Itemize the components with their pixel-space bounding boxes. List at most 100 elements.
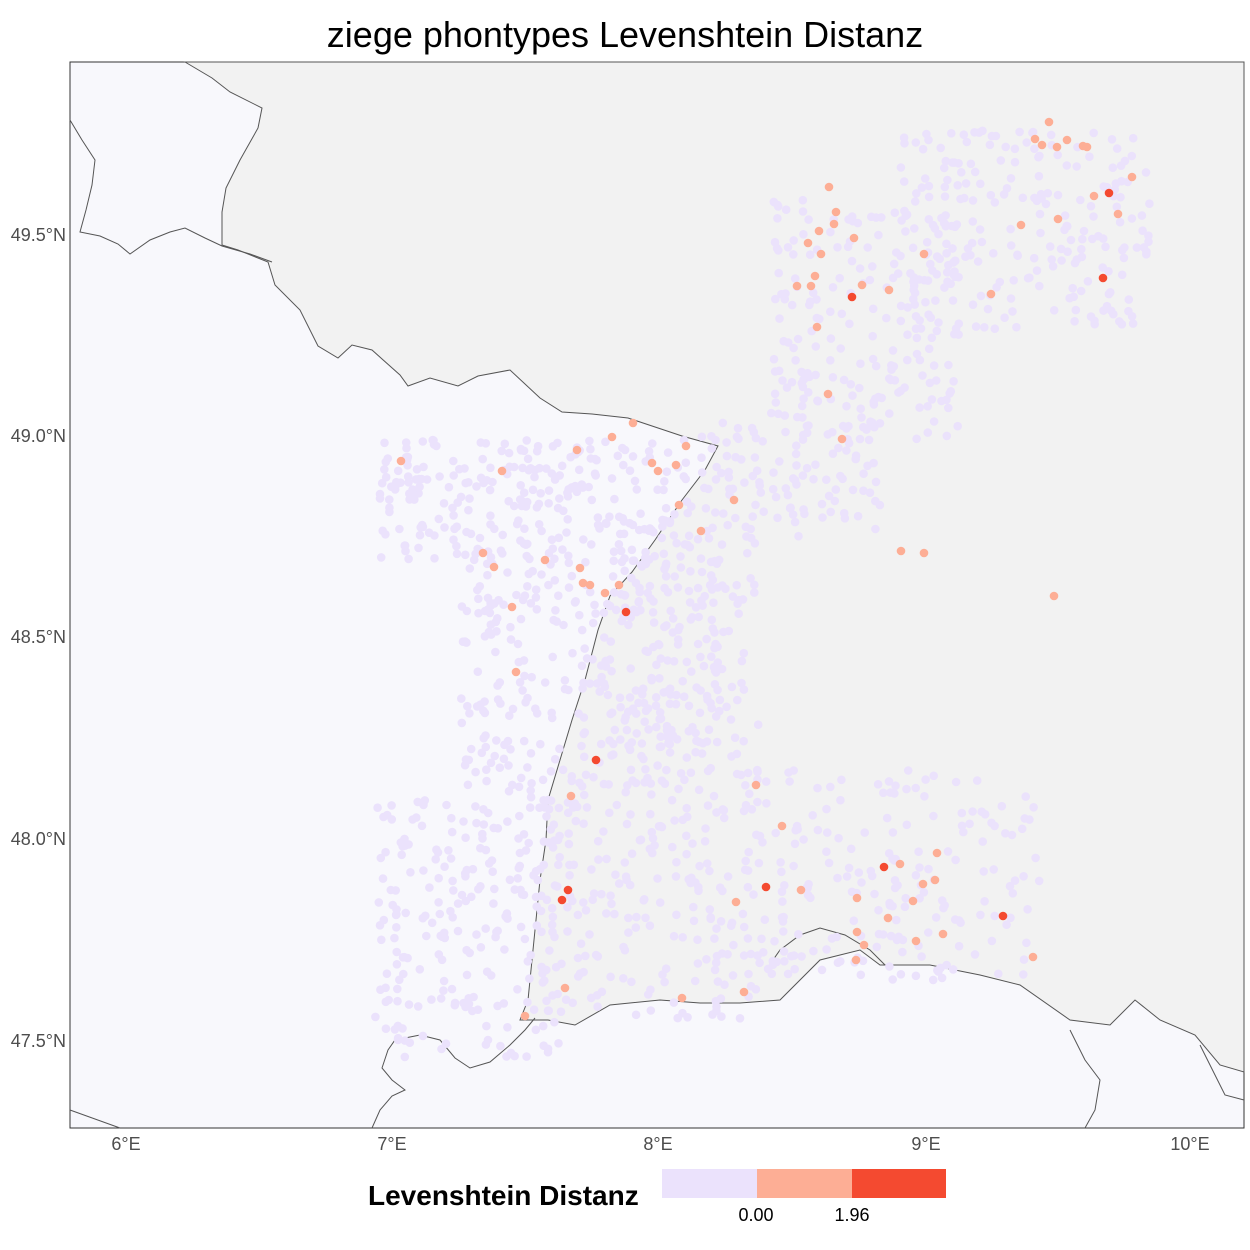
map-point bbox=[844, 863, 854, 873]
map-point bbox=[727, 752, 736, 761]
map-point bbox=[712, 462, 721, 472]
map-point bbox=[579, 535, 588, 544]
map-point bbox=[1008, 889, 1018, 898]
map-point bbox=[627, 849, 637, 858]
map-point bbox=[434, 950, 444, 959]
map-point bbox=[593, 513, 603, 522]
map-point bbox=[655, 674, 664, 683]
map-point bbox=[959, 130, 969, 139]
map-point bbox=[474, 608, 483, 618]
map-point bbox=[789, 861, 798, 871]
map-point bbox=[842, 424, 851, 433]
map-point bbox=[830, 496, 840, 506]
map-point bbox=[1127, 214, 1137, 223]
map-point bbox=[804, 388, 813, 397]
map-point bbox=[648, 608, 658, 617]
map-point bbox=[663, 656, 672, 665]
map-point-mid bbox=[1044, 117, 1054, 127]
map-point bbox=[726, 715, 736, 724]
map-point bbox=[560, 676, 570, 685]
map-point bbox=[393, 984, 402, 994]
map-point bbox=[987, 818, 996, 828]
map-point bbox=[539, 860, 549, 870]
map-point bbox=[1137, 211, 1147, 220]
map-point bbox=[769, 468, 778, 477]
map-point bbox=[482, 559, 492, 569]
map-point bbox=[421, 911, 430, 921]
border-line-west bbox=[69, 119, 273, 263]
y-tick-label: 48.0°N bbox=[10, 829, 66, 849]
map-point bbox=[402, 443, 411, 453]
map-point bbox=[884, 777, 894, 786]
map-point bbox=[477, 748, 487, 758]
map-point bbox=[910, 197, 920, 206]
map-point bbox=[651, 693, 661, 702]
map-point bbox=[376, 853, 386, 863]
map-point bbox=[940, 182, 950, 192]
map-point bbox=[516, 614, 526, 624]
map-point bbox=[848, 216, 858, 226]
map-point bbox=[922, 237, 932, 247]
map-point bbox=[481, 1040, 491, 1049]
map-point bbox=[924, 310, 933, 320]
map-point bbox=[436, 994, 446, 1003]
map-point bbox=[939, 903, 948, 913]
map-point bbox=[989, 249, 998, 258]
map-point bbox=[490, 751, 500, 761]
map-point bbox=[602, 854, 611, 864]
map-point bbox=[608, 572, 618, 581]
map-point bbox=[526, 786, 535, 795]
map-point bbox=[890, 883, 900, 893]
map-point bbox=[609, 750, 618, 759]
map-point bbox=[606, 972, 615, 982]
map-point bbox=[656, 821, 665, 831]
map-point bbox=[668, 614, 678, 623]
map-point bbox=[893, 269, 903, 278]
map-point bbox=[486, 463, 495, 473]
map-point bbox=[510, 1051, 519, 1061]
map-point bbox=[924, 192, 934, 202]
map-point bbox=[887, 361, 896, 370]
map-point bbox=[547, 708, 556, 718]
map-point bbox=[966, 159, 976, 169]
map-point bbox=[727, 918, 737, 928]
map-point bbox=[657, 776, 667, 785]
map-point bbox=[538, 978, 548, 987]
map-point bbox=[968, 807, 977, 816]
map-point bbox=[557, 461, 567, 471]
map-point bbox=[676, 552, 685, 561]
map-point bbox=[637, 562, 647, 571]
map-point bbox=[1056, 244, 1066, 254]
map-point-high bbox=[1098, 273, 1108, 283]
map-point bbox=[990, 911, 999, 921]
map-point bbox=[989, 865, 998, 874]
map-point bbox=[610, 725, 620, 735]
map-point bbox=[833, 873, 842, 883]
map-point-mid bbox=[857, 280, 867, 290]
map-point bbox=[848, 391, 857, 400]
map-point bbox=[912, 349, 922, 359]
map-point bbox=[609, 547, 619, 556]
map-point bbox=[439, 976, 449, 986]
map-point bbox=[885, 409, 894, 418]
map-point bbox=[1002, 920, 1011, 929]
map-point bbox=[610, 494, 619, 504]
map-point bbox=[896, 301, 906, 311]
map-point bbox=[688, 722, 697, 732]
map-point bbox=[544, 486, 554, 495]
map-point bbox=[438, 932, 447, 942]
map-point bbox=[741, 856, 750, 866]
map-point bbox=[610, 909, 619, 919]
map-point bbox=[575, 610, 584, 620]
map-point bbox=[482, 776, 491, 786]
map-point bbox=[647, 675, 656, 685]
map-point bbox=[469, 555, 479, 565]
map-point bbox=[669, 531, 679, 540]
map-point bbox=[570, 598, 580, 607]
map-point bbox=[573, 910, 583, 920]
map-point bbox=[785, 503, 795, 513]
map-point bbox=[953, 181, 962, 190]
map-point bbox=[697, 596, 706, 605]
map-point bbox=[460, 869, 470, 878]
map-point bbox=[740, 865, 750, 875]
